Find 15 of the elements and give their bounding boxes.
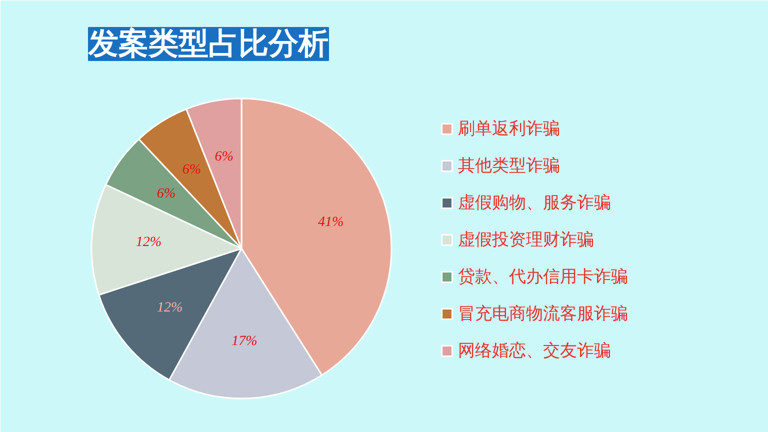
data-label: 12%	[136, 235, 162, 250]
data-label: 17%	[232, 334, 258, 349]
legend-label: 贷款、代办信用卡诈骗	[458, 266, 628, 288]
data-label: 6%	[214, 150, 234, 165]
legend-label: 冒充电商物流客服诈骗	[458, 303, 628, 325]
data-label: 41%	[318, 215, 344, 230]
legend-label: 网络婚恋、交友诈骗	[458, 340, 611, 362]
data-label: 6%	[182, 162, 202, 178]
chart-title: 发案类型占比分析	[88, 26, 328, 60]
data-label: 6%	[156, 186, 176, 202]
legend-label: 虚假投资理财诈骗	[458, 229, 594, 251]
legend-label: 刷单返利诈骗	[458, 118, 560, 140]
legend-label: 虚假购物、服务诈骗	[458, 192, 611, 214]
data-label: 12%	[157, 300, 183, 316]
legend-label: 其他类型诈骗	[458, 155, 560, 177]
